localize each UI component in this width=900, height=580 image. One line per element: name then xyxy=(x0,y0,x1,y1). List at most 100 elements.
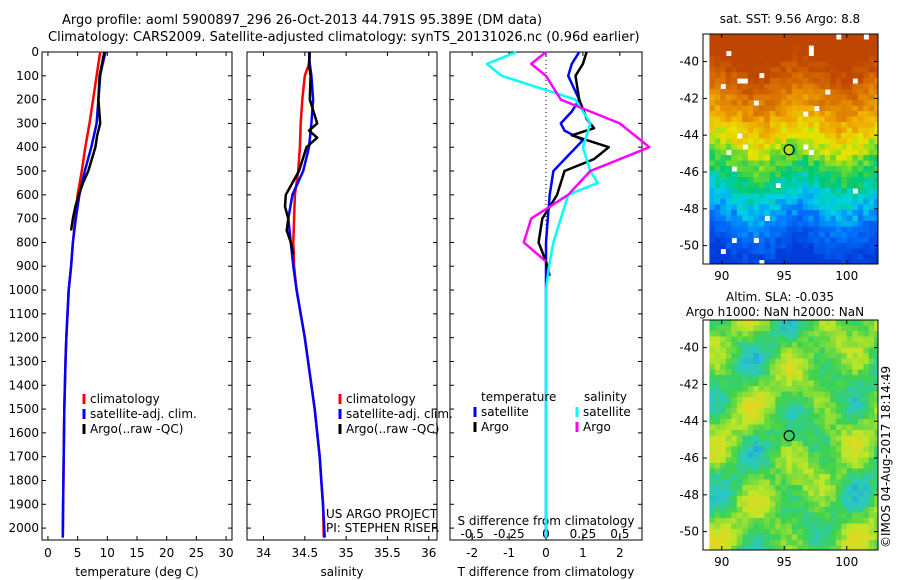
sla-cell xyxy=(808,512,815,519)
sst-cell xyxy=(874,155,878,162)
sla-cell xyxy=(786,320,793,327)
sla-cell xyxy=(709,386,716,393)
sla-cell xyxy=(824,397,831,404)
sla-cell xyxy=(857,468,864,475)
sla-cell xyxy=(720,534,727,541)
sla-cell xyxy=(868,391,875,398)
sla-cell xyxy=(819,496,826,503)
sst-cell xyxy=(731,72,738,79)
sla-cell xyxy=(863,534,870,541)
sst-cell xyxy=(846,67,853,74)
sst-cell xyxy=(736,34,743,41)
sst-cell xyxy=(852,56,859,63)
sla-cell xyxy=(714,523,721,530)
sst-cell xyxy=(714,72,721,79)
sst-cell xyxy=(736,111,743,118)
sla-cell xyxy=(874,534,878,541)
sla-cell xyxy=(813,347,820,354)
sst-cell xyxy=(830,56,837,63)
sla-cell xyxy=(874,540,878,547)
sla-cell xyxy=(769,336,776,343)
sla-cell xyxy=(775,485,782,492)
sst-cell xyxy=(808,237,815,244)
sla-cell xyxy=(780,512,787,519)
sla-cell xyxy=(747,325,754,332)
sla-cell xyxy=(720,540,727,547)
sst-cell xyxy=(736,127,743,134)
sst-cell xyxy=(731,39,738,46)
sst-cell xyxy=(769,160,776,167)
sst-cell xyxy=(830,160,837,167)
sla-cell xyxy=(775,380,782,387)
sla-cell xyxy=(725,320,732,327)
sst-cell xyxy=(874,34,878,41)
sla-cell xyxy=(709,463,716,470)
sst-cell xyxy=(802,204,809,211)
sst-cell xyxy=(725,243,732,250)
sst-cell xyxy=(857,100,864,107)
sst-cell xyxy=(731,45,738,52)
sst-cell xyxy=(808,133,815,140)
sst-cell xyxy=(720,210,727,217)
sla-cell xyxy=(725,397,732,404)
sla-cell xyxy=(824,358,831,365)
sst-cell xyxy=(742,204,749,211)
sst-cell xyxy=(802,56,809,63)
sst-cell xyxy=(780,204,787,211)
sla-cell xyxy=(819,347,826,354)
sst-cell xyxy=(758,215,765,222)
sst-cell xyxy=(846,166,853,173)
sst-cell xyxy=(868,226,875,233)
sla-cell xyxy=(731,529,738,536)
sla-cell xyxy=(857,457,864,464)
sla-cell xyxy=(874,325,878,332)
sst-cell xyxy=(747,56,754,63)
sla-cell xyxy=(857,512,864,519)
sst-cell xyxy=(857,72,864,79)
sst-cell xyxy=(797,248,804,255)
sst-cell xyxy=(731,89,738,96)
sst-cell xyxy=(758,127,765,134)
sla-cell xyxy=(753,369,760,376)
sla-cell xyxy=(780,529,787,536)
sst-cell xyxy=(742,149,749,156)
sst-cell xyxy=(753,226,760,233)
depth-tick-label: 1700 xyxy=(8,450,39,464)
sla-cell xyxy=(764,490,771,497)
sla-cell xyxy=(731,397,738,404)
sst-cell xyxy=(863,204,870,211)
sst-cell xyxy=(868,144,875,151)
sla-cell xyxy=(731,490,738,497)
sla-cell xyxy=(813,391,820,398)
sst-cell xyxy=(797,122,804,129)
sla-cell xyxy=(758,523,765,530)
sla-cell xyxy=(742,512,749,519)
sst-cell xyxy=(725,254,732,261)
sst-cell xyxy=(808,56,815,63)
sst-cell xyxy=(813,243,820,250)
sst-cell xyxy=(736,254,743,261)
sst-cell xyxy=(791,177,798,184)
sst-cell xyxy=(841,67,848,74)
sla-cell xyxy=(742,474,749,481)
sst-cell xyxy=(808,72,815,79)
sla-cell xyxy=(819,534,826,541)
sla-cell xyxy=(747,320,754,327)
sla-cell xyxy=(764,424,771,431)
sst-cell xyxy=(791,50,798,57)
sla-cell xyxy=(852,534,859,541)
sla-cell xyxy=(830,386,837,393)
sst-cell xyxy=(780,193,787,200)
sla-cell xyxy=(714,501,721,508)
x-axis-label: temperature (deg C) xyxy=(75,565,198,579)
sst-cell xyxy=(819,56,826,63)
sla-cell xyxy=(714,391,721,398)
sla-cell xyxy=(797,446,804,453)
sst-cell xyxy=(753,127,760,134)
sla-cell xyxy=(852,446,859,453)
sst-cell xyxy=(714,155,721,162)
sst-cell xyxy=(714,34,721,41)
sla-cell xyxy=(714,474,721,481)
sst-cell xyxy=(714,177,721,184)
sst-cell xyxy=(791,105,798,112)
